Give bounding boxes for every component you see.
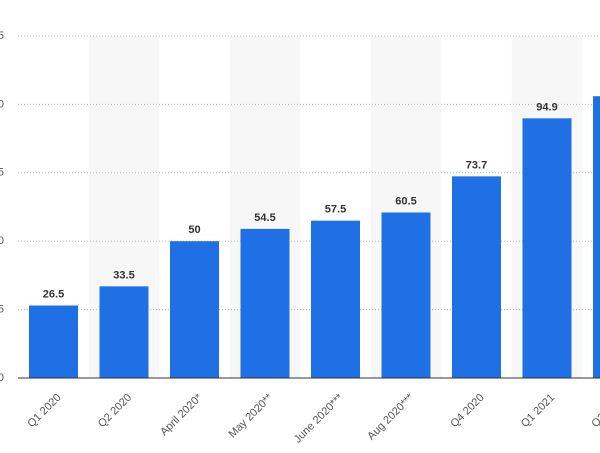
- value-label: 33.5: [113, 269, 134, 281]
- value-label: 60.5: [395, 195, 416, 207]
- value-label: 73.7: [466, 159, 487, 171]
- bar: [522, 118, 572, 378]
- y-tick-label: 100: [0, 98, 4, 110]
- value-label: 54.5: [254, 212, 275, 224]
- x-tick-label: April 2020*: [158, 391, 205, 438]
- value-label: 50: [188, 224, 200, 236]
- x-tick-label: Q2 2021: [589, 392, 600, 430]
- value-label: 26.5: [43, 288, 64, 300]
- bar: [593, 96, 600, 378]
- y-tick-label: 50: [0, 235, 4, 247]
- y-tick-label: 25: [0, 304, 4, 316]
- value-label: 57.5: [325, 204, 346, 216]
- x-tick-label: June 2020***: [292, 391, 346, 445]
- y-tick-label: 0: [0, 372, 4, 384]
- bar: [99, 286, 149, 378]
- bar: [452, 176, 501, 378]
- bar: [311, 220, 360, 378]
- x-tick-label: Aug 2020***: [365, 391, 416, 442]
- x-tick-label: Q1 2021: [519, 392, 557, 430]
- y-tick-label: 75: [0, 167, 4, 179]
- bar: [240, 228, 290, 378]
- bar: [29, 305, 78, 378]
- bar: [381, 212, 431, 378]
- x-tick-label: Q4 2020: [448, 392, 486, 430]
- x-tick-label: Q2 2020: [96, 392, 134, 430]
- value-label: 94.9: [536, 101, 557, 113]
- x-tick-label: Q1 2020: [25, 392, 63, 430]
- x-tick-label: May 2020**: [226, 391, 275, 440]
- y-tick-label: 125: [0, 30, 4, 42]
- bar: [170, 241, 219, 378]
